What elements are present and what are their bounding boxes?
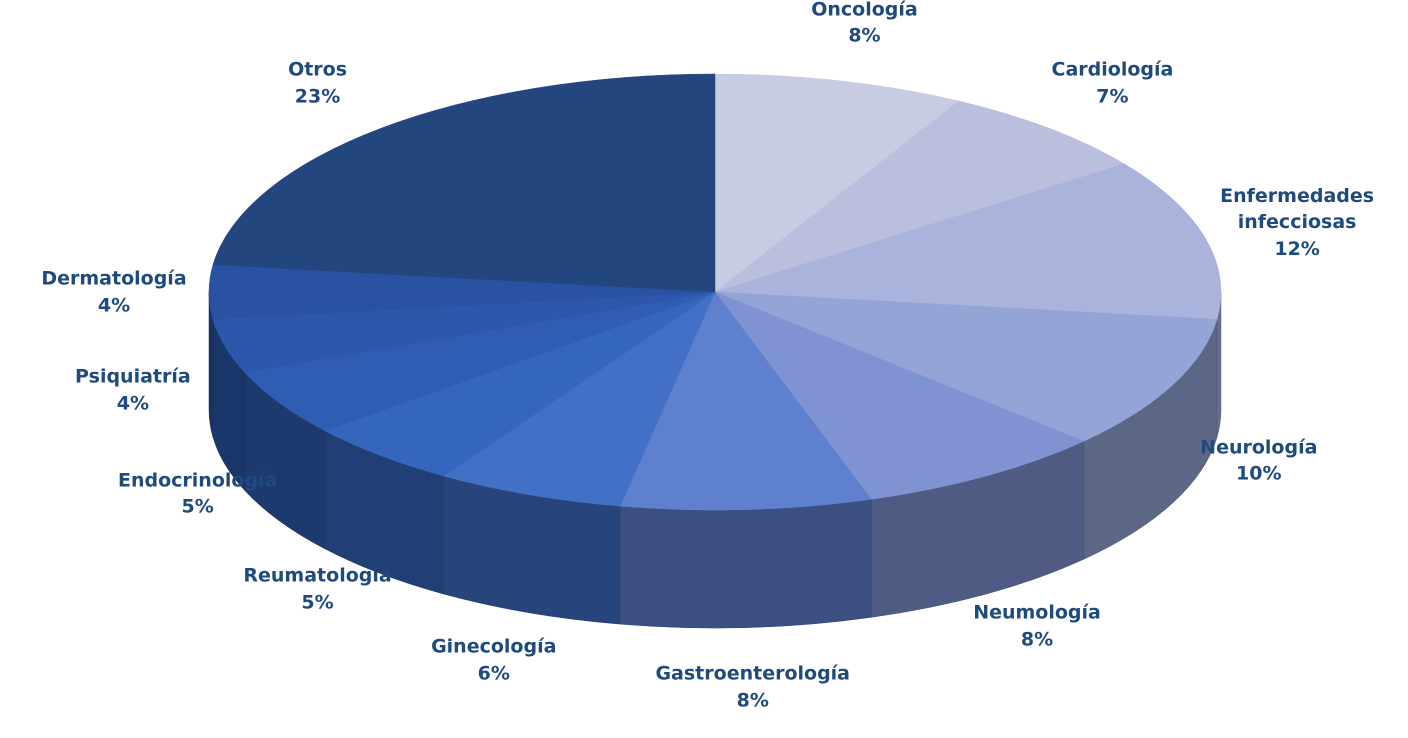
slice-label: Enfermedades infecciosas 12%	[1212, 183, 1382, 263]
category-label: Gastroenterología	[655, 662, 851, 685]
slice	[619, 291, 872, 511]
slice-label: Cardiología 7%	[1052, 57, 1174, 110]
slice	[714, 291, 1218, 442]
value-label: 8%	[848, 24, 881, 47]
slice	[212, 73, 716, 293]
slice-label: Neumología 8%	[973, 600, 1101, 653]
category-label: Oncología	[811, 0, 918, 21]
value-label: 6%	[477, 662, 510, 685]
slice-label: Dermatología 4%	[41, 265, 186, 318]
slice-label: Reumatología 5%	[243, 562, 391, 615]
category-label: Ginecología	[431, 635, 557, 658]
category-label: Dermatología	[41, 267, 187, 290]
category-label: Endocrinología	[117, 468, 278, 491]
value-label: 5%	[301, 591, 334, 614]
slice-label: Otros 23%	[288, 57, 347, 110]
slice	[714, 163, 1222, 320]
category-label: Reumatología	[243, 564, 392, 587]
slice-label: Gastroenterología 8%	[655, 661, 850, 714]
slice	[714, 291, 1085, 500]
slice-side	[619, 499, 872, 629]
slice	[443, 291, 716, 507]
value-label: 12%	[1274, 238, 1320, 261]
category-label: Psiquiatría	[75, 365, 191, 388]
slice	[714, 73, 960, 293]
category-label: Neumología	[973, 601, 1101, 624]
value-label: 5%	[181, 495, 214, 518]
slice-label: Endocrinología 5%	[118, 467, 277, 520]
value-label: 23%	[294, 85, 341, 108]
category-label: Cardiología	[1051, 58, 1174, 81]
value-label: 7%	[1096, 85, 1129, 108]
slice	[714, 100, 1125, 293]
slice	[244, 291, 716, 432]
slice-label: Ginecología 6%	[431, 634, 556, 687]
value-label: 10%	[1236, 462, 1282, 485]
slice-label: Neurología 10%	[1200, 434, 1317, 487]
category-label: Otros	[288, 58, 348, 81]
value-label: 8%	[1020, 628, 1054, 651]
category-label: Enfermedades infecciosas	[1220, 184, 1375, 234]
value-label: 4%	[116, 392, 150, 415]
slice-label: Psiquiatría 4%	[75, 364, 191, 417]
slice	[324, 291, 716, 477]
slice-label: Oncología 8%	[811, 0, 918, 49]
category-label: Neurología	[1200, 436, 1318, 458]
value-label: 8%	[736, 689, 769, 712]
value-label: 4%	[97, 294, 131, 316]
